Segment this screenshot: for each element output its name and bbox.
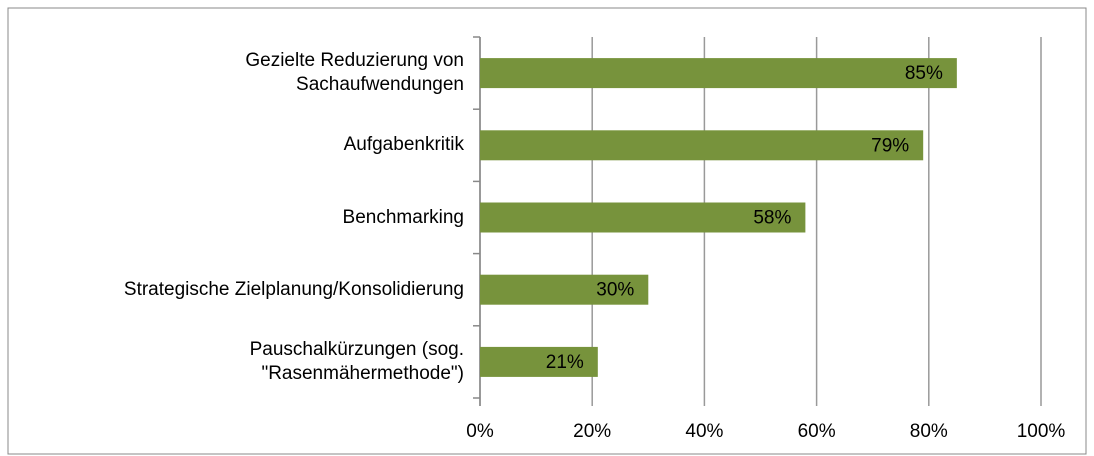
y-tick-label: Pauschalkürzungen (sog. "Rasenmähermetho… [249, 338, 464, 384]
data-label: 85% [905, 63, 943, 84]
data-label: 30% [596, 280, 634, 301]
y-tick-label: Aufgabenkritik [343, 134, 464, 156]
bar [480, 130, 924, 161]
data-label: 79% [871, 135, 909, 156]
x-tick-label: 60% [798, 421, 836, 442]
x-tick-label: 40% [685, 421, 723, 442]
data-label: 21% [546, 352, 584, 373]
bar [480, 346, 598, 377]
y-tick-label: Gezielte Reduzierung von Sachaufwendunge… [245, 50, 464, 96]
y-tick-label: Benchmarking [342, 206, 464, 228]
bar [480, 58, 957, 89]
x-tick-label: 0% [466, 421, 494, 442]
bar [480, 274, 649, 305]
frame [7, 7, 1087, 455]
y-tick-label: Strategische Zielplanung/Konsolidierung [123, 278, 464, 300]
bar [480, 202, 806, 233]
x-tick-label: 100% [1017, 421, 1066, 442]
x-tick-label: 80% [910, 421, 948, 442]
data-label: 58% [753, 208, 791, 229]
x-tick-label: 20% [573, 421, 611, 442]
